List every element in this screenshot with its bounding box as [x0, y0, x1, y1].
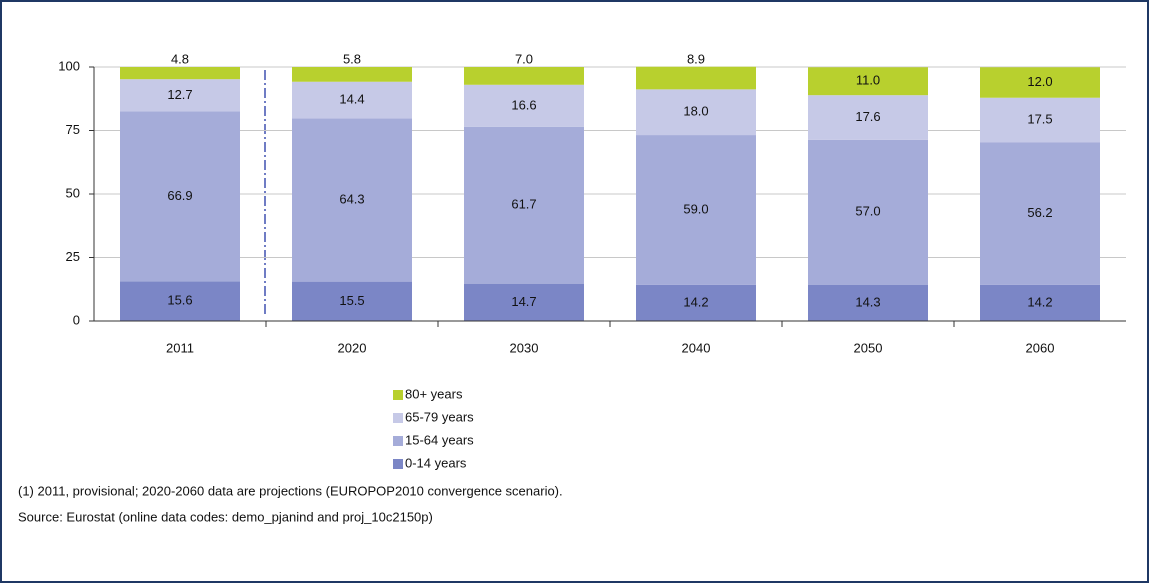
legend-label: 65-79 years — [405, 409, 474, 424]
bar-segment — [636, 66, 756, 90]
legend-swatch — [393, 413, 403, 423]
legend-label: 80+ years — [405, 386, 463, 401]
footnote: (1) 2011, provisional; 2020-2060 data ar… — [18, 483, 563, 498]
y-tick-label: 0 — [73, 312, 80, 327]
data-label: 61.7 — [511, 197, 536, 212]
data-label: 59.0 — [683, 201, 708, 216]
data-label: 14.3 — [855, 294, 880, 309]
data-label: 4.8 — [171, 51, 189, 66]
data-label: 11.0 — [856, 73, 880, 88]
data-label: 66.9 — [167, 188, 192, 203]
data-label: 12.0 — [1027, 74, 1052, 89]
bar-segment — [464, 126, 584, 284]
bar-segment — [120, 111, 240, 282]
data-label: 14.4 — [339, 91, 364, 106]
bar-segment — [120, 281, 240, 321]
y-tick-label: 50 — [66, 185, 80, 200]
bar-segment — [120, 79, 240, 112]
data-label: 7.0 — [515, 51, 533, 66]
data-label: 14.2 — [683, 294, 708, 309]
bar-segment — [292, 118, 412, 282]
x-tick-label: 2030 — [510, 340, 539, 355]
bar-segment — [636, 284, 756, 321]
data-label: 18.0 — [683, 104, 708, 119]
bar-segment — [636, 89, 756, 136]
bar-segment — [980, 67, 1100, 98]
x-tick-label: 2060 — [1026, 340, 1055, 355]
legend-label: 0-14 years — [405, 455, 467, 470]
data-label: 15.6 — [167, 293, 192, 308]
data-label: 14.7 — [511, 294, 536, 309]
bar-segment — [120, 67, 240, 80]
bar-segment — [980, 97, 1100, 143]
legend-swatch — [393, 390, 403, 400]
legend-label: 15-64 years — [405, 432, 474, 447]
bar-segment — [636, 135, 756, 285]
data-label: 57.0 — [855, 204, 880, 219]
bar-segment — [464, 84, 584, 127]
bar-segment — [980, 142, 1100, 285]
bar-segment — [808, 95, 928, 140]
bar-segment — [808, 139, 928, 285]
y-tick-label: 25 — [66, 249, 80, 264]
y-tick-label: 75 — [66, 122, 80, 137]
x-tick-label: 2040 — [682, 340, 711, 355]
x-tick-label: 2011 — [166, 340, 194, 355]
bar-segment — [464, 67, 584, 85]
legend-swatch — [393, 436, 403, 446]
bar-segment — [292, 67, 412, 82]
legend-swatch — [393, 459, 403, 469]
data-label: 56.2 — [1027, 205, 1052, 220]
data-label: 17.6 — [855, 109, 880, 124]
bar-segment — [808, 284, 928, 321]
y-tick-label: 100 — [58, 58, 80, 73]
data-label: 8.9 — [687, 51, 705, 66]
bar-segment — [464, 283, 584, 321]
data-label: 16.6 — [511, 97, 536, 112]
bar-segment — [292, 81, 412, 119]
bar-segment — [980, 284, 1100, 321]
source: Source: Eurostat (online data codes: dem… — [18, 509, 433, 524]
data-label: 12.7 — [167, 87, 192, 102]
data-label: 14.2 — [1027, 294, 1052, 309]
data-label: 15.5 — [339, 293, 364, 308]
data-label: 17.5 — [1027, 111, 1052, 126]
x-tick-label: 2050 — [854, 340, 883, 355]
x-tick-label: 2020 — [338, 340, 367, 355]
bar-segment — [808, 67, 928, 96]
data-label: 64.3 — [339, 191, 364, 206]
bar-segment — [292, 281, 412, 321]
data-label: 5.8 — [343, 51, 361, 66]
